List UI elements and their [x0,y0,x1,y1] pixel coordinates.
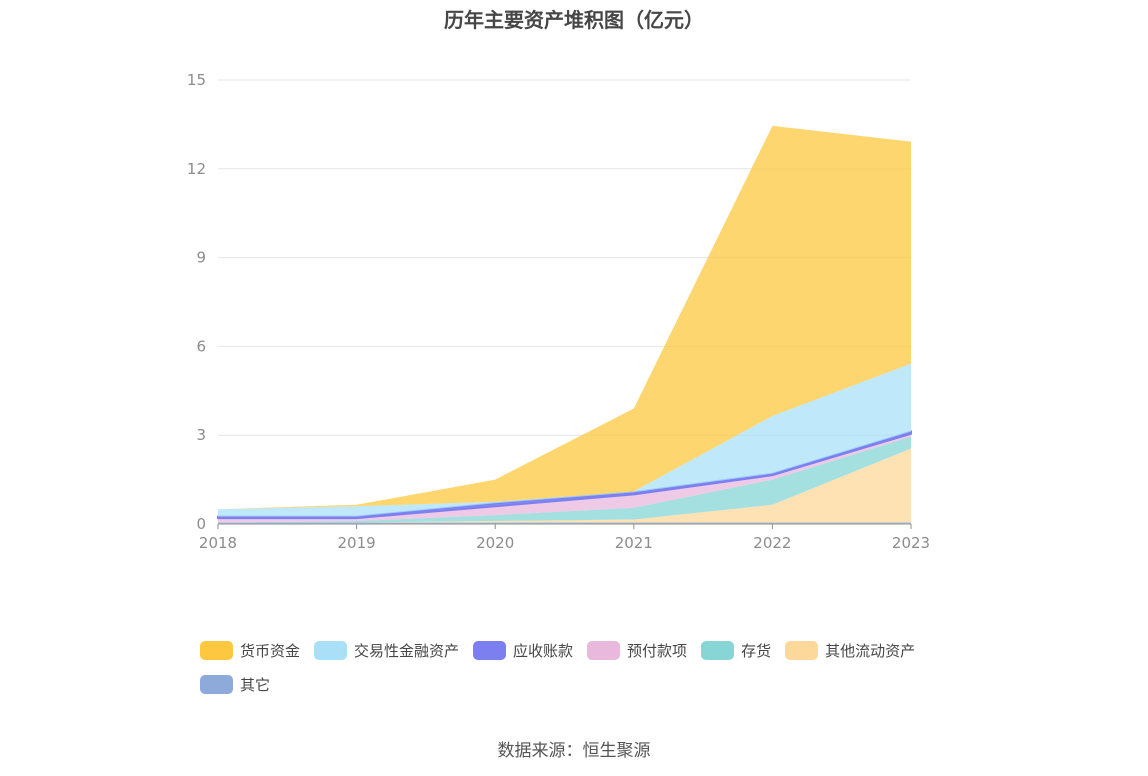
y-tick-label: 12 [187,160,206,178]
area-series-预付款项 [218,433,911,523]
y-tick-label: 0 [196,515,206,533]
area-series-交易性金融资产 [218,363,911,517]
y-tick-label: 9 [196,249,206,267]
x-tick-label: 2023 [892,534,930,552]
y-tick-label: 3 [196,426,206,444]
y-tick-label: 15 [187,71,206,89]
data-source: 数据来源：恒生聚源 [497,741,651,761]
legend-swatch [314,640,348,660]
area-series-货币资金 [218,125,911,510]
legend-item[interactable]: 交易性金融资产 [314,638,459,662]
legend-item[interactable]: 预付款项 [587,638,687,662]
legend: 货币资金 交易性金融资产 应收账款 预付款项 存货 其他流动资产其它 [200,638,990,706]
legend-swatch [200,640,233,660]
legend-label: 应收账款 [513,641,574,660]
x-tick-label: 2022 [753,534,791,552]
legend-label: 其它 [240,675,271,694]
legend-swatch [701,640,735,660]
legend-swatch [473,640,507,660]
area-series-存货 [218,436,911,523]
x-tick-label: 2018 [199,534,237,552]
legend-label: 交易性金融资产 [354,641,460,660]
legend-swatch [200,674,233,694]
legend-item[interactable]: 其它 [200,672,270,696]
legend-item[interactable]: 其他流动资产 [785,638,915,662]
legend-item[interactable]: 货币资金 [200,638,300,662]
y-tick-label: 6 [196,337,206,355]
legend-item[interactable]: 存货 [701,638,771,662]
area-series [217,125,912,524]
x-tick-label: 2019 [338,534,376,552]
area-series-其他流动资产 [218,448,911,523]
legend-item[interactable]: 应收账款 [473,638,573,662]
legend-swatch [587,640,621,660]
x-tick-label: 2021 [615,534,653,552]
chart-plot: 0 3 6 9 12 15 2018 2019 2020 2021 2022 2023 [187,71,930,552]
legend-label: 存货 [741,641,772,660]
x-tick-label: 2020 [476,534,514,552]
legend-label: 其他流动资产 [825,641,916,660]
legend-swatch [785,640,819,660]
axes: 0 3 6 9 12 15 2018 2019 2020 2021 2022 2023 [187,71,930,552]
legend-label: 货币资金 [240,641,301,660]
chart-title: 历年主要资产堆积图（亿元） [444,8,704,32]
legend-label: 预付款项 [627,641,688,660]
